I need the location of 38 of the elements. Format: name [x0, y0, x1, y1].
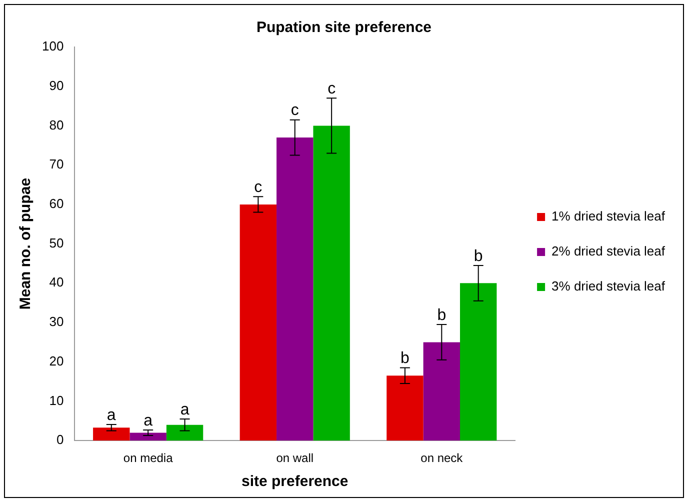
y-tick-label: 20: [49, 353, 64, 368]
legend-label: 3% dried stevia leaf: [552, 278, 666, 294]
x-tick-label: on wall: [276, 451, 314, 466]
x-tick-label: on neck: [420, 451, 464, 466]
y-tick-label: 70: [49, 156, 64, 172]
data-label: b: [474, 248, 483, 265]
data-label: a: [106, 406, 116, 424]
bar: [166, 424, 204, 441]
data-label: a: [180, 401, 190, 418]
y-tick-label: 50: [49, 235, 64, 250]
data-label: c: [254, 178, 262, 196]
data-label: b: [437, 306, 446, 324]
y-tick-label: 0: [56, 432, 64, 448]
bar: [130, 432, 166, 441]
y-tick-label: 40: [49, 274, 64, 290]
data-label: c: [290, 102, 299, 120]
legend-label: 2% dried stevia leaf: [552, 244, 666, 259]
legend-label: 1% dried stevia leaf: [552, 208, 666, 224]
bar: [313, 126, 350, 441]
data-label: c: [328, 80, 336, 98]
bar: [240, 204, 277, 441]
y-axis-title: Mean no. of pupae: [17, 178, 34, 310]
bar: [93, 428, 130, 441]
y-tick-label: 30: [49, 314, 64, 330]
bar: [423, 342, 460, 441]
chart-title: Pupation site preference: [256, 19, 432, 36]
y-tick-label: 10: [49, 392, 64, 408]
bar: [386, 376, 424, 441]
x-tick-label: on media: [123, 451, 174, 466]
data-label: a: [144, 412, 153, 430]
y-tick-label: 60: [49, 196, 64, 212]
data-label: b: [400, 350, 410, 368]
y-tick-label: 90: [49, 78, 64, 93]
y-tick-label: 80: [49, 117, 64, 132]
y-tick-label: 100: [42, 38, 64, 54]
x-axis-title: site preference: [242, 473, 348, 490]
bar: [460, 283, 497, 441]
bar: [276, 138, 314, 441]
